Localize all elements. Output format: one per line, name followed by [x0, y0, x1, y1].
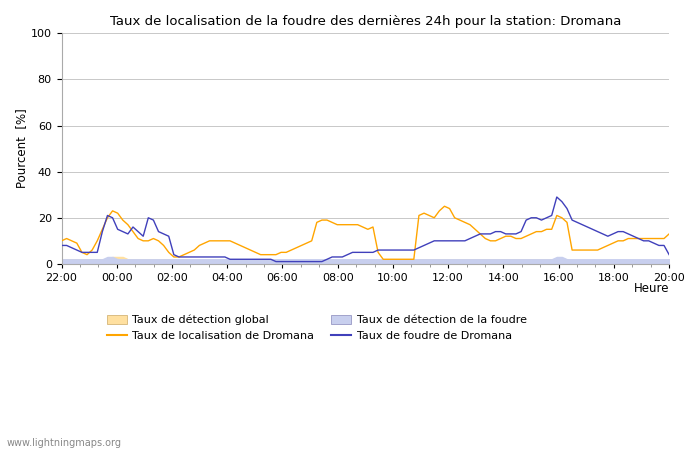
Text: www.lightningmaps.org: www.lightningmaps.org	[7, 438, 122, 448]
Text: Heure: Heure	[634, 282, 669, 295]
Y-axis label: Pourcent  [%]: Pourcent [%]	[15, 109, 28, 189]
Title: Taux de localisation de la foudre des dernières 24h pour la station: Dromana: Taux de localisation de la foudre des de…	[110, 15, 621, 28]
Legend: Taux de détection global, Taux de localisation de Dromana, Taux de détection de : Taux de détection global, Taux de locali…	[102, 310, 531, 346]
